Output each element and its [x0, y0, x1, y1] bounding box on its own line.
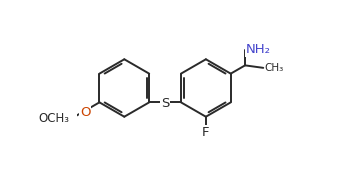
Text: O: O: [80, 106, 90, 119]
Text: OCH₃: OCH₃: [39, 112, 70, 125]
Text: NH₂: NH₂: [246, 43, 271, 56]
Text: F: F: [202, 126, 210, 139]
Text: S: S: [161, 97, 169, 110]
Text: CH₃: CH₃: [264, 63, 284, 73]
